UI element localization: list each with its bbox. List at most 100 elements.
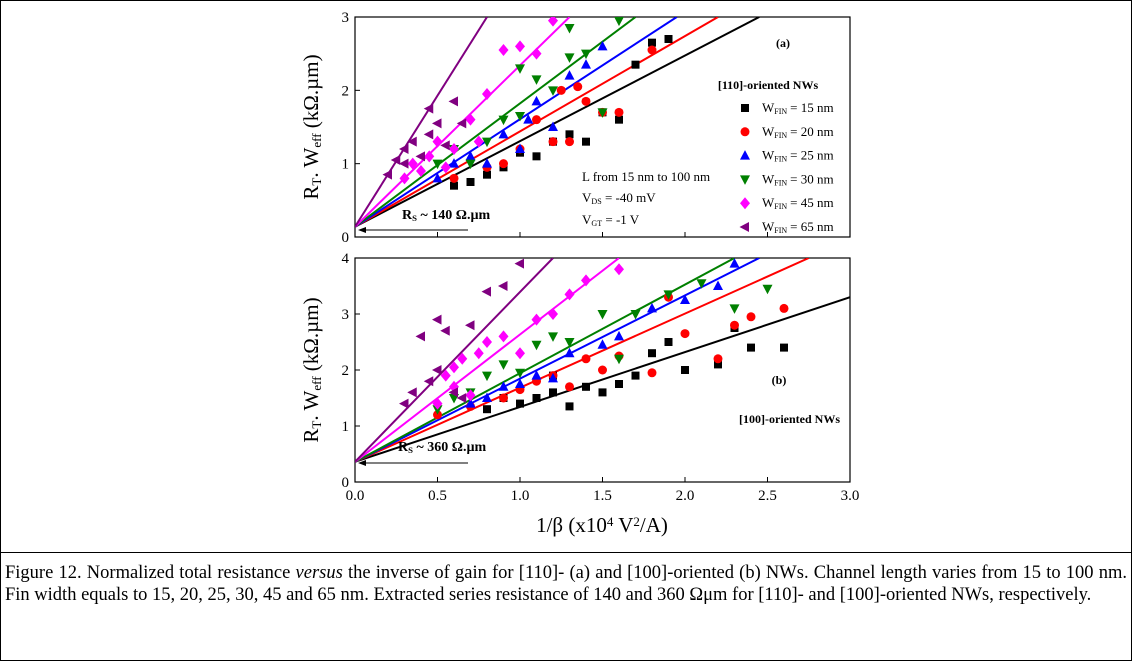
annotation: RS ~ 360 Ω.µm (398, 440, 487, 455)
annotation: VDS = -40 mV (582, 190, 656, 206)
caption: Figure 12. Normalized total resistance v… (5, 562, 1127, 606)
legend-prefix-sub: FIN (774, 107, 787, 116)
point (614, 263, 624, 276)
point (565, 137, 574, 147)
legend-marker (741, 104, 749, 112)
plot-area (355, 258, 850, 463)
annotation-part: = -1 V (602, 212, 640, 227)
y-axis-label-part: R (299, 429, 323, 443)
point (499, 159, 508, 169)
x-axis-label: 1/β (x104 V2/A) (536, 513, 668, 537)
point (664, 35, 673, 43)
annotation-part: (a) (776, 36, 790, 50)
legend-label: WFIN = 20 nm (762, 124, 834, 140)
y-tick-label: 2 (342, 83, 350, 99)
legend-prefix: W (762, 195, 775, 210)
point (399, 158, 409, 169)
point (448, 96, 458, 107)
point (390, 155, 401, 165)
y-axis-label-part: eff (309, 133, 324, 148)
annotation-part: ~ 140 Ω.µm (417, 208, 491, 223)
legend-name: = 45 nm (790, 195, 833, 210)
point (681, 366, 689, 374)
point (648, 38, 656, 47)
point (548, 308, 558, 320)
point (498, 330, 509, 343)
point (473, 135, 484, 148)
point (779, 303, 789, 313)
legend-label: WFIN = 30 nm (762, 171, 834, 187)
point (498, 115, 509, 126)
y-tick-label: 1 (342, 419, 350, 435)
point (713, 354, 723, 364)
y-axis-label-part: . W (299, 147, 323, 177)
point (564, 53, 575, 63)
point (432, 135, 443, 148)
point (565, 402, 574, 411)
annotation-part: S (412, 213, 417, 223)
point (465, 159, 476, 170)
y-axis-label: RT. Weff (kΩ.µm) (299, 297, 324, 442)
legend-name: = 15 nm (790, 100, 833, 115)
point (407, 136, 417, 147)
y-tick-label: 3 (342, 10, 350, 26)
point (482, 392, 492, 402)
point (531, 47, 542, 60)
point (581, 354, 591, 364)
point (399, 172, 410, 185)
point (514, 258, 524, 269)
point (582, 382, 590, 391)
point (582, 137, 590, 146)
point (729, 304, 740, 314)
point (531, 95, 542, 106)
legend-label: WFIN = 15 nm (762, 100, 834, 116)
y-tick-label: 0 (342, 230, 350, 246)
annotation-part: GT (591, 219, 602, 228)
legend-marker (739, 222, 749, 232)
y-axis-label-part: (kΩ.µm) (299, 54, 323, 133)
point (548, 17, 558, 27)
x-axis-label-part: V (613, 513, 633, 537)
point (549, 388, 557, 397)
legend-marker (740, 127, 750, 137)
point (415, 151, 425, 162)
point (456, 118, 467, 129)
annotation-part: (b) (772, 373, 787, 387)
fit-line (355, 296, 850, 463)
caption-italic: versus (295, 563, 343, 583)
fit-line (355, 258, 735, 463)
legend-marker (740, 197, 750, 210)
point (664, 338, 673, 346)
annotation-part: L from 15 nm to 100 nm (582, 169, 710, 184)
y-tick-label: 0 (342, 475, 350, 491)
point (597, 339, 608, 349)
point (564, 24, 575, 34)
y-tick-label: 3 (342, 307, 350, 323)
annotation-part: ~ 360 Ω.µm (413, 440, 487, 455)
fit-line (355, 258, 760, 463)
point (498, 381, 509, 391)
point (597, 108, 608, 118)
fit-line (355, 17, 760, 228)
point (482, 158, 492, 168)
x-tick-label: 0.5 (428, 488, 447, 504)
point (747, 343, 755, 352)
point (416, 165, 426, 177)
point (498, 44, 509, 56)
point (564, 70, 575, 80)
point (465, 389, 476, 402)
point (598, 365, 607, 375)
point (713, 280, 723, 290)
point (548, 137, 558, 147)
point (440, 325, 450, 336)
point (565, 130, 574, 139)
point (516, 399, 524, 408)
point (499, 393, 508, 403)
y-tick-label: 1 (342, 157, 350, 173)
point (432, 314, 442, 325)
y-axis-label-part: R (299, 186, 323, 200)
point (432, 118, 442, 129)
fit-line (355, 258, 620, 463)
